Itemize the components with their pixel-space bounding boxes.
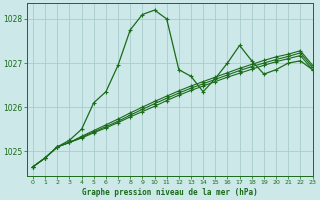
X-axis label: Graphe pression niveau de la mer (hPa): Graphe pression niveau de la mer (hPa) bbox=[82, 188, 258, 197]
